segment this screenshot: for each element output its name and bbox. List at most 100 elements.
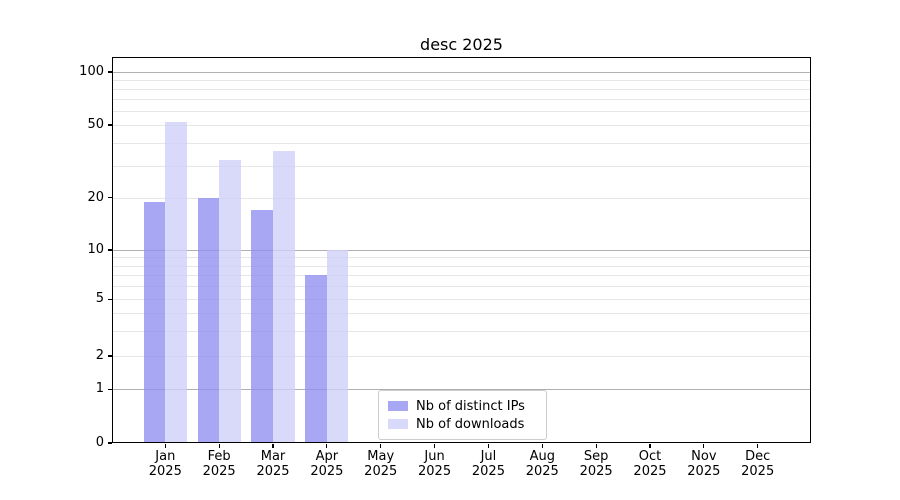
x-tick-month: Aug (529, 449, 555, 464)
gridline-minor-7 (112, 275, 811, 277)
x-tick-mark-jul (487, 444, 489, 448)
x-tick-year: 2025 (202, 464, 236, 479)
x-tick-label-jan: Jan 2025 (135, 449, 195, 479)
x-tick-year: 2025 (741, 464, 775, 479)
x-tick-year: 2025 (471, 464, 505, 479)
y-tick-mark-1 (108, 388, 112, 390)
y-tick-mark-0 (108, 442, 112, 444)
x-tick-year: 2025 (633, 464, 667, 479)
gridline-major-1 (112, 389, 811, 391)
x-tick-label-oct: Oct 2025 (620, 449, 680, 479)
x-tick-label-jul: Jul 2025 (458, 449, 518, 479)
x-tick-month: Jul (480, 449, 497, 464)
x-tick-month: Mar (260, 449, 286, 464)
gridline-major-10 (112, 250, 811, 251)
chart-title: desc 2025 (420, 35, 503, 54)
bar-nb-of-downloads-apr (326, 250, 349, 443)
x-tick-label-mar: Mar 2025 (243, 449, 303, 479)
x-tick-label-feb: Feb 2025 (189, 449, 249, 479)
bar-nb-of-distinct-ips-mar (251, 209, 273, 443)
gridline-minor-80 (112, 89, 811, 91)
x-tick-label-apr: Apr 2025 (297, 449, 357, 479)
bar-nb-of-distinct-ips-jan (143, 201, 166, 443)
bar-nb-of-downloads-feb (219, 160, 241, 443)
plot-area (112, 57, 811, 443)
gridline-minor-50 (112, 125, 811, 126)
gridline-minor-8 (112, 265, 811, 267)
gridline-minor-70 (112, 99, 811, 101)
x-tick-year: 2025 (579, 464, 613, 479)
x-tick-label-may: May 2025 (351, 449, 411, 479)
gridline-minor-20 (112, 197, 811, 199)
y-tick-label-100: 100 (79, 64, 104, 79)
x-tick-label-sep: Sep 2025 (566, 449, 626, 479)
legend-item-downloads: Nb of downloads (388, 415, 537, 433)
x-tick-month: Sep (583, 449, 609, 464)
x-tick-year: 2025 (148, 464, 182, 479)
gridline-minor-5 (112, 299, 811, 301)
legend-label-downloads: Nb of downloads (416, 416, 525, 432)
x-tick-mark-oct (649, 444, 651, 448)
x-tick-month: Oct (638, 449, 662, 464)
legend-label-distinct-ips: Nb of distinct IPs (416, 398, 525, 414)
gridline-minor-40 (112, 142, 811, 144)
gridline-minor-6 (112, 286, 811, 288)
x-tick-year: 2025 (687, 464, 721, 479)
x-tick-label-dec: Dec 2025 (728, 449, 788, 479)
legend-swatch-downloads (388, 419, 408, 429)
legend-swatch-distinct-ips (388, 401, 408, 411)
x-tick-mark-sep (595, 444, 597, 448)
x-tick-label-nov: Nov 2025 (674, 449, 734, 479)
y-tick-mark-20 (108, 197, 112, 199)
y-tick-mark-5 (108, 298, 112, 300)
y-tick-mark-100 (108, 71, 112, 73)
gridline-minor-90 (112, 80, 811, 82)
x-tick-mark-jan (164, 444, 166, 448)
x-tick-mark-may (380, 444, 382, 448)
x-tick-label-jun: Jun 2025 (405, 449, 465, 479)
x-tick-month: Feb (207, 449, 231, 464)
x-tick-mark-feb (218, 444, 220, 448)
y-tick-mark-2 (108, 355, 112, 357)
x-tick-year: 2025 (256, 464, 290, 479)
bar-nb-of-downloads-mar (273, 151, 295, 443)
x-tick-year: 2025 (418, 464, 452, 479)
x-tick-mark-jun (433, 444, 436, 448)
y-tick-label-5: 5 (95, 291, 104, 307)
y-tick-label-10: 10 (87, 242, 104, 257)
x-tick-mark-nov (703, 444, 705, 448)
x-tick-month: Jan (155, 449, 176, 464)
y-tick-label-1: 1 (95, 381, 104, 397)
y-tick-mark-50 (108, 124, 112, 126)
x-tick-mark-aug (541, 444, 543, 448)
bar-nb-of-distinct-ips-feb (197, 197, 220, 443)
bar-nb-of-downloads-jan (165, 122, 187, 443)
x-tick-mark-apr (326, 444, 328, 448)
legend-item-distinct-ips: Nb of distinct IPs (388, 397, 537, 415)
legend: Nb of distinct IPs Nb of downloads (378, 390, 547, 440)
x-tick-month: May (367, 449, 395, 464)
x-tick-year: 2025 (364, 464, 398, 479)
gridline-minor-4 (112, 313, 811, 315)
gridline-minor-9 (112, 257, 811, 259)
x-tick-month: Apr (315, 449, 339, 464)
gridline-minor-30 (112, 165, 811, 167)
x-tick-month: Jun (424, 449, 445, 464)
x-tick-month: Dec (745, 449, 771, 464)
x-tick-mark-dec (757, 444, 759, 448)
y-tick-label-2: 2 (95, 347, 104, 363)
gridline-major-100 (112, 72, 811, 73)
gridline-minor-3 (112, 330, 811, 332)
y-tick-label-20: 20 (87, 189, 104, 205)
bar-nb-of-distinct-ips-apr (305, 275, 327, 443)
gridline-minor-60 (112, 111, 811, 113)
x-tick-year: 2025 (310, 464, 344, 479)
gridline-minor-2 (112, 355, 811, 357)
y-tick-label-50: 50 (87, 117, 104, 132)
x-tick-year: 2025 (525, 464, 559, 479)
x-tick-label-aug: Aug 2025 (512, 449, 572, 479)
x-tick-month: Nov (691, 449, 717, 464)
x-tick-mark-mar (272, 444, 274, 448)
y-tick-label-0: 0 (95, 435, 104, 450)
